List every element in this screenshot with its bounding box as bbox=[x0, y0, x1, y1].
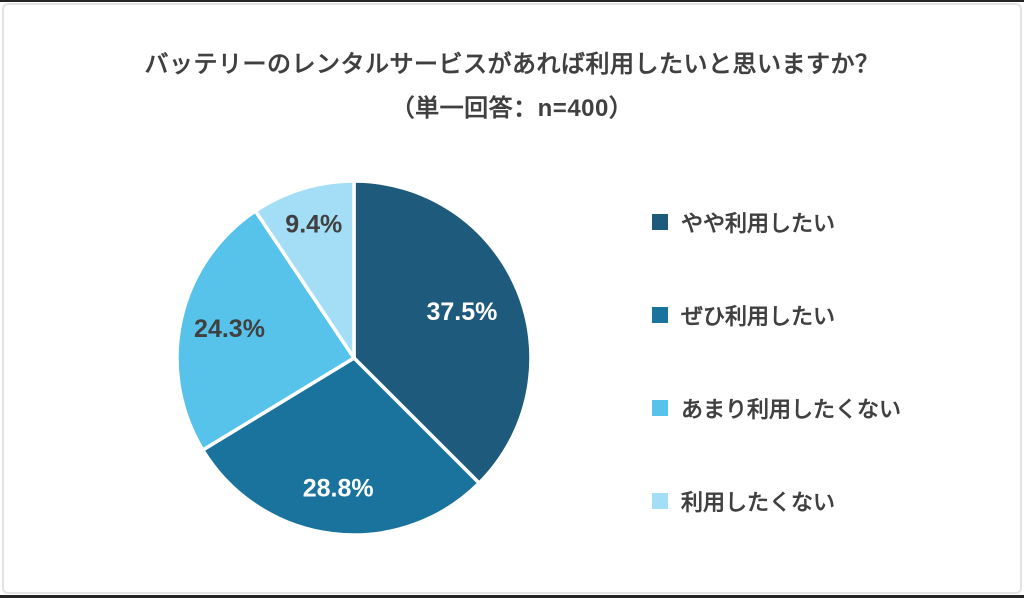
page-edge-top bbox=[0, 0, 1024, 2]
legend-item: 利用したくない bbox=[652, 488, 901, 515]
legend-marker-icon bbox=[652, 307, 668, 323]
legend-label: ぜひ利用したい bbox=[681, 304, 836, 329]
chart-title-line1: バッテリーのレンタルサービスがあれば利用したいと思いますか？ bbox=[144, 51, 880, 78]
pie-slice bbox=[175, 209, 356, 452]
legend-label: あまり利用したくない bbox=[681, 397, 902, 422]
legend-marker-icon bbox=[652, 400, 668, 416]
pie-slice-value-label: 28.8% bbox=[303, 474, 374, 502]
pie-slice bbox=[201, 356, 481, 537]
pie-slice-value-label: 9.4% bbox=[285, 211, 342, 239]
pie-slice bbox=[253, 179, 356, 360]
legend-item: ぜひ利用したい bbox=[652, 302, 901, 329]
legend-marker-icon bbox=[652, 214, 668, 230]
page-edge-bottom bbox=[0, 595, 1024, 598]
legend-marker-icon bbox=[652, 493, 668, 509]
legend: やや利用したい ぜひ利用したい あまり利用したくない 利用したくない bbox=[652, 209, 901, 581]
chart-title: バッテリーのレンタルサービスがあれば利用したいと思いますか？ （単一回答：n=4… bbox=[4, 43, 1020, 131]
legend-item: やや利用したい bbox=[652, 209, 901, 236]
legend-item: あまり利用したくない bbox=[652, 395, 902, 422]
pie-chart-area: 37.5% 28.8% 24.3% 9.4% bbox=[167, 171, 541, 545]
pie-chart: 37.5% 28.8% 24.3% 9.4% bbox=[175, 179, 533, 537]
legend-label: 利用したくない bbox=[681, 490, 836, 515]
legend-label: やや利用したい bbox=[681, 211, 836, 236]
chart-title-line2: （単一回答：n=400） bbox=[390, 95, 634, 122]
pie-slice-value-label: 37.5% bbox=[426, 298, 497, 326]
pie-slice-value-label: 24.3% bbox=[194, 315, 265, 343]
pie-slice bbox=[352, 179, 533, 485]
chart-card: バッテリーのレンタルサービスがあれば利用したいと思いますか？ （単一回答：n=4… bbox=[2, 3, 1022, 594]
